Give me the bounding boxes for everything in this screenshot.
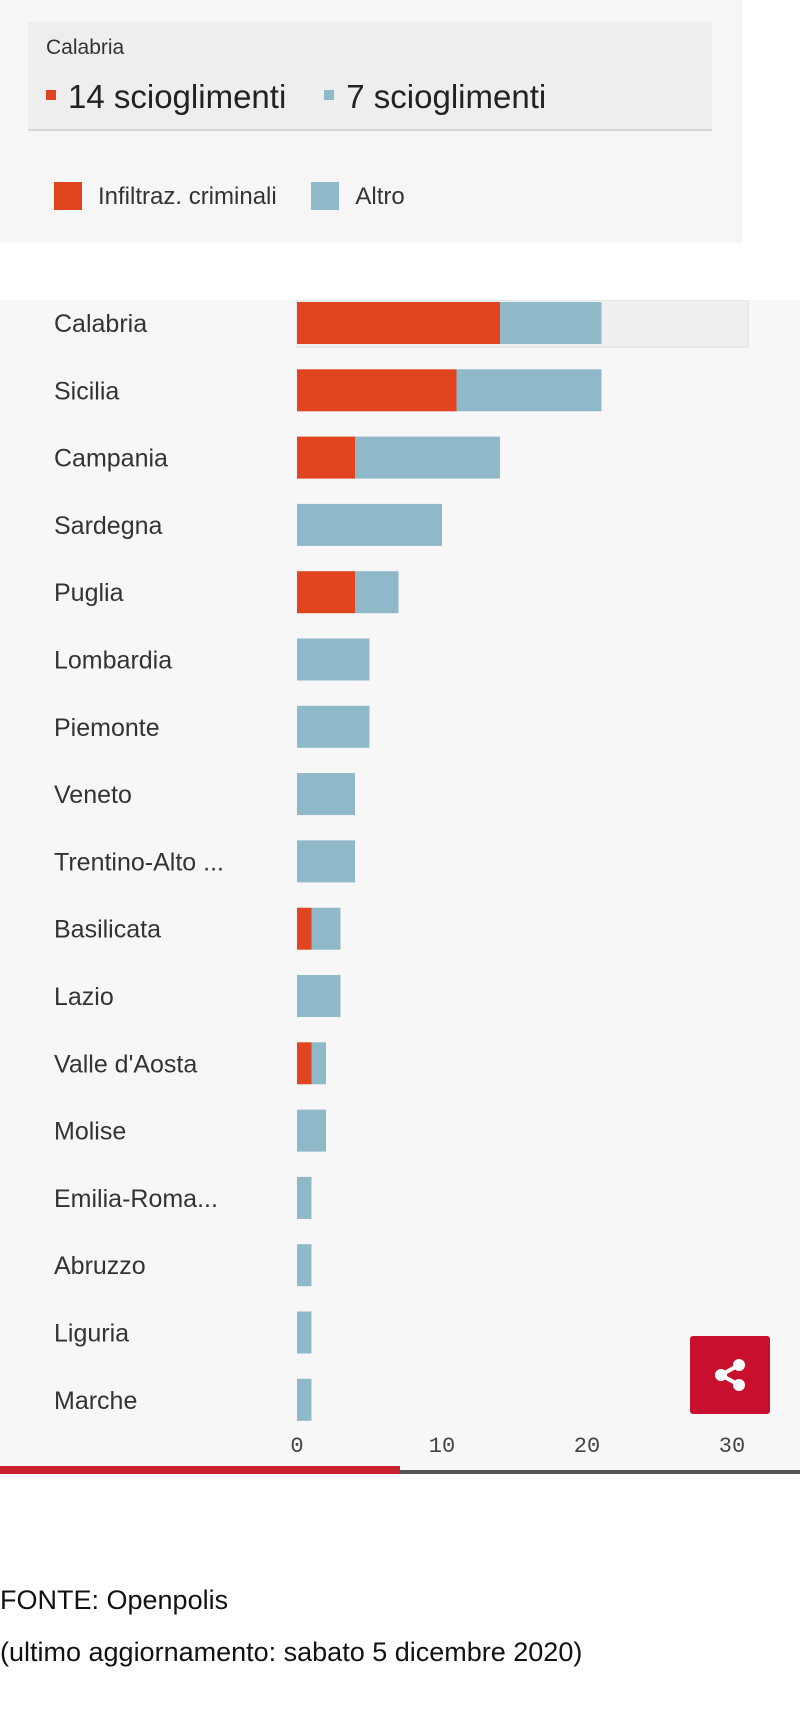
source-text: FONTE: Openpolis <box>0 1585 229 1615</box>
category-label: Emilia-Roma... <box>54 1185 218 1213</box>
x-tick-label: 30 <box>719 1434 745 1459</box>
tooltip-values: 14 scioglimenti 7 scioglimenti <box>46 78 584 116</box>
legend-swatch-criminal <box>54 181 82 210</box>
chart-panel: Calabria Sicilia Campania Sardegna Puglia Lom… <box>0 300 800 1473</box>
x-tick-label: 0 <box>290 1434 303 1459</box>
bar-segment-other[interactable] <box>311 907 341 950</box>
bar-segment-other[interactable] <box>311 1042 327 1085</box>
scroll-progress-bar <box>0 1466 400 1474</box>
bar-segment-other[interactable] <box>297 1244 312 1287</box>
bar-segment-other[interactable] <box>297 1109 326 1152</box>
tooltip-swatch-criminal <box>46 90 56 101</box>
legend-item-other[interactable]: Altro <box>311 181 405 212</box>
chart-tooltip: Calabria 14 scioglimenti 7 scioglimenti I… <box>0 0 742 243</box>
bar-segment-other[interactable] <box>355 571 399 614</box>
category-label: Marche <box>54 1387 137 1415</box>
category-label: Liguria <box>54 1320 129 1348</box>
tooltip-swatch-other <box>324 90 335 101</box>
bar-segment-criminal[interactable] <box>297 436 355 479</box>
legend-swatch-other <box>311 181 340 210</box>
share-icon <box>715 1359 745 1391</box>
category-label: Sicilia <box>54 377 119 405</box>
category-label: Calabria <box>54 310 147 338</box>
category-label: Trentino-Alto ... <box>54 848 224 876</box>
chart-legend: Infiltraz. criminali Altro <box>54 181 433 212</box>
category-label: Valle d'Aosta <box>54 1050 197 1078</box>
legend-item-criminal[interactable]: Infiltraz. criminali <box>54 181 277 212</box>
bar-segment-other[interactable] <box>297 503 442 546</box>
bar-segment-other[interactable] <box>500 302 602 344</box>
bar-segment-other[interactable] <box>297 840 355 883</box>
category-label: Sardegna <box>54 512 163 540</box>
bar-segment-other[interactable] <box>456 369 602 412</box>
category-label: Molise <box>54 1118 126 1146</box>
legend-label-criminal: Infiltraz. criminali <box>98 183 277 210</box>
bar-segment-other[interactable] <box>297 773 355 816</box>
category-label: Abruzzo <box>54 1252 146 1280</box>
bar-segment-other[interactable] <box>297 1378 312 1421</box>
x-tick-label: 20 <box>574 1434 600 1459</box>
category-label: Piemonte <box>54 714 160 742</box>
chart-baseline <box>0 1470 800 1474</box>
bar-segment-other[interactable] <box>297 1311 312 1354</box>
bar-segment-other[interactable] <box>297 1176 312 1219</box>
category-label: Lazio <box>54 983 114 1011</box>
category-label: Campania <box>54 445 168 473</box>
category-label: Basilicata <box>54 916 161 944</box>
updated-text: (ultimo aggiornamento: sabato 5 dicembre… <box>0 1637 583 1667</box>
tooltip-divider <box>28 129 712 131</box>
bar-segment-other[interactable] <box>297 638 370 681</box>
share-button[interactable] <box>690 1336 770 1414</box>
bar-segment-criminal[interactable] <box>297 907 312 950</box>
bar-segment-other[interactable] <box>297 705 370 748</box>
category-label: Puglia <box>54 579 124 607</box>
bar-chart: Calabria Sicilia Campania Sardegna Puglia Lom… <box>54 300 749 1459</box>
bar-segment-other[interactable] <box>355 436 500 479</box>
tooltip-value-other: 7 scioglimenti <box>346 78 547 115</box>
bar-segment-criminal[interactable] <box>297 1042 312 1085</box>
bar-segment-criminal[interactable] <box>297 571 355 614</box>
bar-segment-other[interactable] <box>297 975 341 1017</box>
category-label: Veneto <box>54 781 132 809</box>
bar-segment-criminal[interactable] <box>297 369 457 412</box>
legend-label-other: Altro <box>355 183 405 210</box>
bar-segment-criminal[interactable] <box>297 302 500 344</box>
category-label: Lombardia <box>54 647 172 675</box>
tooltip-box: Calabria 14 scioglimenti 7 scioglimenti <box>28 22 712 130</box>
tooltip-title: Calabria <box>46 36 125 59</box>
tooltip-value-criminal: 14 scioglimenti <box>68 78 287 115</box>
x-tick-label: 10 <box>429 1434 455 1459</box>
